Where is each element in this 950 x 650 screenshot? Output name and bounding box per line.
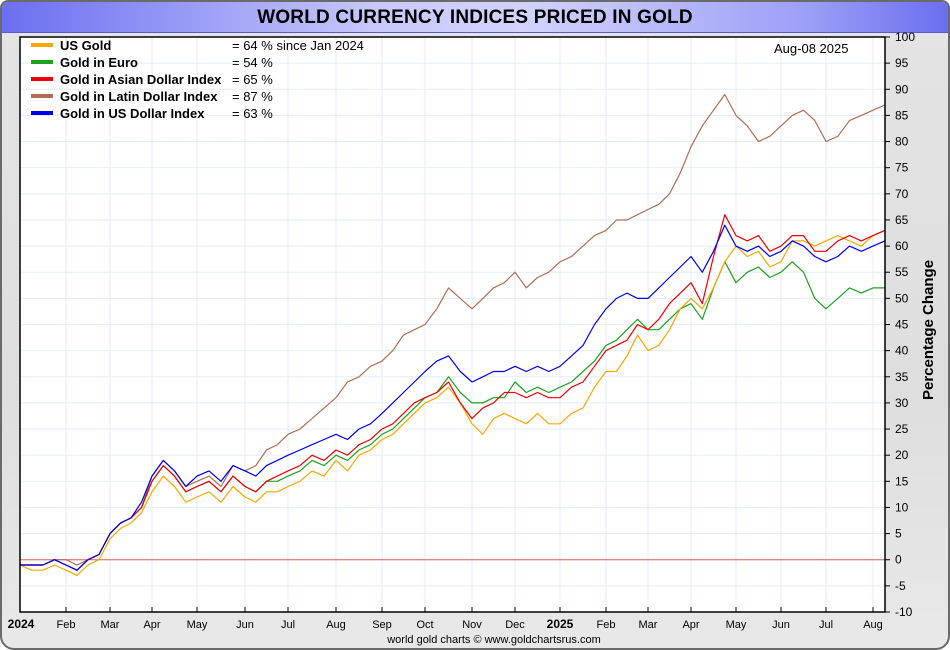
- series-line-gold-in-asian-dollar-index: [20, 214, 886, 571]
- legend-value: = 64 % since Jan 2024: [232, 38, 364, 53]
- x-tick-label: Feb: [57, 619, 76, 631]
- footer-credit: world gold charts © www.goldchartsrus.co…: [386, 634, 601, 646]
- x-tick-label: 2025: [547, 617, 574, 631]
- x-tick-label: Jul: [281, 619, 295, 631]
- x-tick-label: Mar: [101, 619, 120, 631]
- y-tick-label: 10: [895, 500, 909, 514]
- y-tick-label: 30: [895, 396, 909, 410]
- y-tick-label: 70: [895, 187, 909, 201]
- legend: US Gold = 64 % since Jan 2024 Gold in Euro…: [31, 38, 364, 121]
- y-tick-label: 80: [895, 135, 909, 149]
- legend-label: Gold in US Dollar Index: [60, 106, 205, 121]
- x-tick-label: Dec: [505, 619, 525, 631]
- y-tick-label: 85: [895, 108, 909, 122]
- y-tick-label: 65: [895, 213, 909, 227]
- legend-value: = 54 %: [232, 55, 273, 70]
- x-tick-label: Jun: [772, 619, 790, 631]
- y-tick-label: 100: [895, 30, 915, 44]
- legend-value: = 65 %: [232, 72, 273, 87]
- legend-label: US Gold: [60, 38, 111, 53]
- y-tick-label: 20: [895, 448, 909, 462]
- y-tick-label: -5: [895, 579, 906, 593]
- legend-label: Gold in Asian Dollar Index: [60, 72, 222, 87]
- y-tick-label: 0: [895, 553, 902, 567]
- y-tick-label: -10: [895, 605, 913, 619]
- x-tick-label: May: [187, 619, 208, 631]
- y-tick-label: 60: [895, 239, 909, 253]
- x-tick-label: 2024: [8, 617, 35, 631]
- y-tick-label: 45: [895, 318, 909, 332]
- series-lines: [19, 93, 886, 577]
- x-tick-label: Nov: [462, 619, 482, 631]
- x-axis: 2024 Feb Mar Apr May Jun Jul Aug Sep Oct Nov Dec 202…: [8, 607, 883, 631]
- y-tick-label: 55: [895, 265, 909, 279]
- x-tick-label: Jun: [236, 619, 254, 631]
- y-tick-label: 90: [895, 82, 909, 96]
- y-tick-label: 25: [895, 422, 909, 436]
- x-tick-label: Feb: [597, 619, 616, 631]
- y-tick-label: 35: [895, 370, 909, 384]
- x-tick-label: Aug: [326, 619, 346, 631]
- y-tick-label: 5: [895, 527, 902, 541]
- legend-value: = 63 %: [232, 106, 273, 121]
- y-axis-label: Percentage Change: [920, 260, 937, 400]
- x-tick-label: May: [726, 619, 747, 631]
- title-bar: WORLD CURRENCY INDICES PRICED IN GOLD: [2, 2, 948, 33]
- y-tick-label: 40: [895, 344, 909, 358]
- y-tick-label: 75: [895, 161, 909, 175]
- x-tick-label: Apr: [143, 619, 160, 631]
- x-tick-label: Apr: [682, 619, 699, 631]
- x-tick-label: Oct: [416, 619, 433, 631]
- date-label: Aug-08 2025: [774, 41, 848, 56]
- y-axis: 1009590858075706560555045403530252015105…: [885, 30, 915, 619]
- y-tick-label: 15: [895, 474, 909, 488]
- x-tick-label: Jul: [819, 619, 833, 631]
- legend-label: Gold in Euro: [60, 55, 138, 70]
- legend-value: = 87 %: [232, 89, 273, 104]
- series-line-us-gold: [19, 229, 886, 577]
- x-tick-label: Mar: [639, 619, 658, 631]
- legend-label: Gold in Latin Dollar Index: [60, 89, 218, 104]
- series-line-gold-in-us-dollar-index: [20, 224, 886, 571]
- y-tick-label: 95: [895, 56, 909, 70]
- x-tick-label: Aug: [863, 619, 883, 631]
- chart-title: WORLD CURRENCY INDICES PRICED IN GOLD: [257, 7, 693, 28]
- x-tick-label: Sep: [372, 619, 392, 631]
- y-tick-label: 50: [895, 291, 909, 305]
